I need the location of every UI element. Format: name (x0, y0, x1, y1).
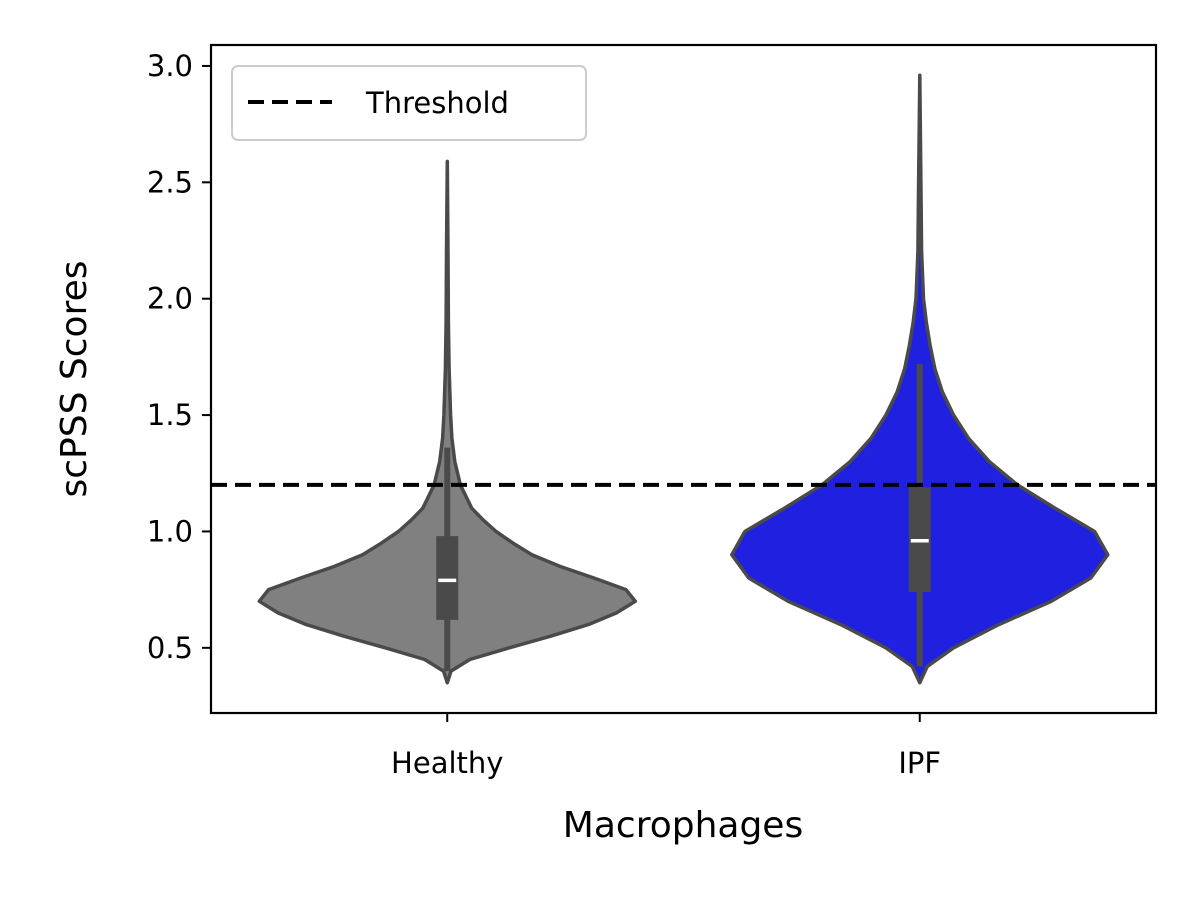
y-tick-label: 2.5 (147, 165, 193, 199)
y-tick-label: 3.0 (147, 49, 193, 83)
box-markers (436, 363, 931, 672)
y-tick-label: 2.0 (147, 282, 193, 316)
y-tick-label: 1.5 (147, 398, 193, 432)
legend: Threshold (231, 65, 587, 141)
x-tick-label: IPF (898, 746, 941, 780)
y-axis-ticks: 0.5 1.0 1.5 2.0 2.5 3.0 (147, 49, 211, 665)
y-tick-label: 1.0 (147, 514, 193, 548)
x-tick-label: Healthy (391, 746, 503, 780)
plot-frame (209, 43, 1158, 715)
legend-box (231, 65, 587, 141)
legend-threshold-label: Threshold (365, 86, 509, 120)
violins (257, 73, 1110, 685)
y-axis-title: scPSS Scores (54, 261, 95, 498)
x-axis-ticks: Healthy IPF (391, 713, 941, 780)
y-tick-label: 0.5 (147, 631, 193, 665)
violin-healthy (257, 159, 638, 685)
iqr-box-healthy (436, 536, 459, 620)
x-axis-title: Macrophages (563, 805, 803, 846)
